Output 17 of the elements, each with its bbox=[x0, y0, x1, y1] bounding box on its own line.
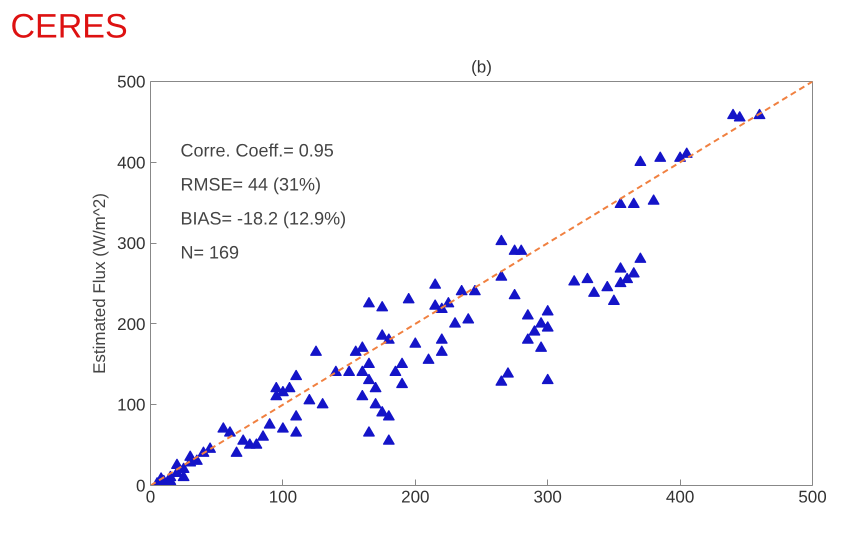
annotation: RMSE= 44 (31%) bbox=[180, 174, 322, 194]
chart-subtitle: (b) bbox=[471, 58, 492, 76]
annotation: Corre. Coeff.= 0.95 bbox=[180, 140, 334, 160]
y-tick-label: 300 bbox=[117, 234, 146, 254]
x-tick-label: 200 bbox=[401, 488, 430, 506]
y-tick-label: 500 bbox=[117, 72, 146, 92]
y-axis-title: Estimated Flux (W/m^2) bbox=[90, 193, 110, 374]
y-tick-label: 100 bbox=[117, 396, 146, 415]
x-tick-label: 400 bbox=[666, 488, 694, 506]
y-tick-label: 200 bbox=[117, 314, 146, 334]
x-tick-label: 500 bbox=[798, 488, 827, 506]
x-tick-label: 100 bbox=[268, 488, 298, 506]
chart-title: CERES bbox=[10, 8, 128, 46]
annotation: N= 169 bbox=[180, 242, 240, 262]
y-tick-label: 400 bbox=[117, 153, 146, 172]
x-tick-label: 300 bbox=[534, 488, 562, 506]
annotation: BIAS= -18.2 (12.9%) bbox=[180, 208, 346, 228]
